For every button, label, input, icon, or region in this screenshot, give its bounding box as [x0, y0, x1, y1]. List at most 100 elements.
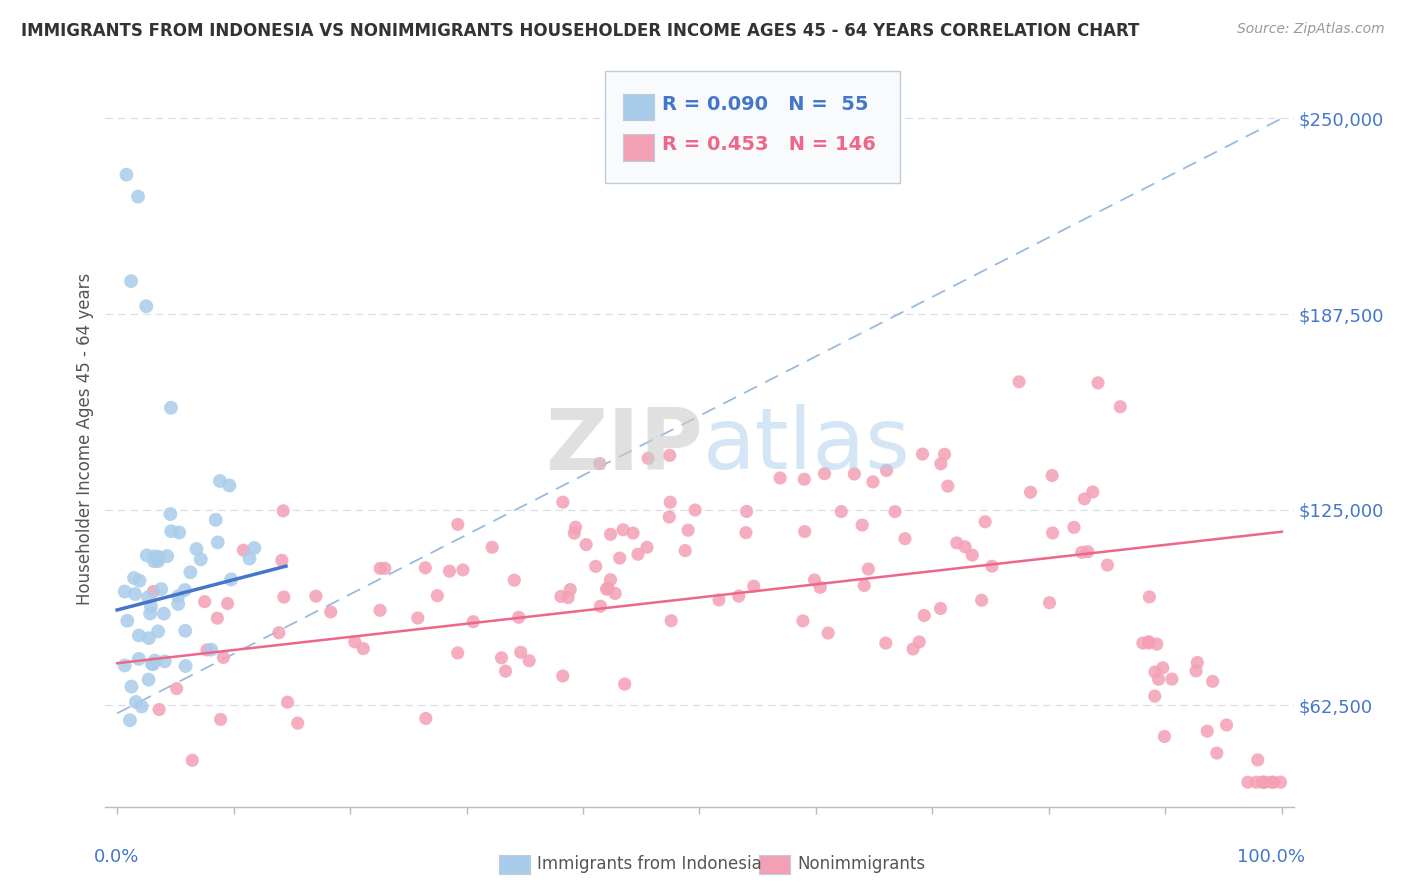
Point	[120, 680, 142, 694]
Point	[159, 507, 181, 521]
Point	[174, 582, 197, 597]
Point	[551, 495, 574, 509]
Point	[1008, 375, 1031, 389]
Point	[1073, 491, 1095, 506]
Point	[426, 589, 449, 603]
Point	[1019, 485, 1042, 500]
Point	[136, 591, 159, 605]
Text: IMMIGRANTS FROM INDONESIA VS NONIMMIGRANTS HOUSEHOLDER INCOME AGES 45 - 64 YEARS: IMMIGRANTS FROM INDONESIA VS NONIMMIGRAN…	[21, 22, 1139, 40]
Point	[1247, 753, 1270, 767]
Point	[143, 549, 166, 564]
Point	[209, 713, 232, 727]
Point	[166, 681, 188, 696]
Point	[875, 636, 897, 650]
Point	[817, 626, 839, 640]
Point	[1201, 674, 1223, 689]
Point	[562, 526, 585, 541]
Point	[1251, 775, 1274, 789]
Point	[352, 641, 374, 656]
Point	[1042, 525, 1064, 540]
Point	[463, 615, 485, 629]
Point	[181, 753, 204, 767]
Point	[148, 549, 170, 564]
Point	[1063, 520, 1085, 534]
Point	[271, 504, 294, 518]
Point	[190, 552, 212, 566]
Point	[135, 549, 157, 563]
Point	[884, 505, 907, 519]
Point	[208, 474, 231, 488]
Point	[813, 467, 835, 481]
Point	[179, 566, 201, 580]
Point	[273, 590, 295, 604]
Point	[117, 614, 139, 628]
Point	[146, 554, 169, 568]
Point	[219, 573, 242, 587]
Point	[596, 581, 619, 595]
Point	[415, 711, 437, 725]
Point	[792, 614, 814, 628]
Point	[167, 589, 190, 603]
Point	[160, 524, 183, 539]
Point	[627, 547, 650, 561]
Point	[277, 695, 299, 709]
Point	[962, 548, 984, 562]
Point	[156, 549, 179, 563]
Point	[124, 587, 146, 601]
Point	[343, 635, 366, 649]
Point	[853, 578, 876, 592]
Point	[981, 559, 1004, 574]
Point	[143, 654, 166, 668]
Point	[599, 527, 621, 541]
Point	[912, 608, 935, 623]
Point	[118, 713, 141, 727]
Point	[844, 467, 866, 481]
Point	[1070, 545, 1092, 559]
Point	[735, 525, 758, 540]
Point	[862, 475, 884, 489]
Point	[676, 523, 699, 537]
Point	[585, 559, 607, 574]
Point	[128, 574, 150, 588]
Point	[368, 561, 391, 575]
Point	[232, 543, 254, 558]
Point	[970, 593, 993, 607]
Point	[659, 614, 682, 628]
Point	[115, 168, 138, 182]
Text: 100.0%: 100.0%	[1237, 847, 1305, 866]
Point	[207, 611, 229, 625]
Point	[141, 657, 163, 671]
Point	[167, 525, 190, 540]
Point	[1185, 664, 1208, 678]
Point	[1237, 775, 1260, 789]
Point	[1137, 636, 1160, 650]
Point	[186, 542, 208, 557]
Point	[238, 551, 260, 566]
Point	[609, 551, 631, 566]
Point	[551, 669, 574, 683]
Point	[131, 699, 153, 714]
Point	[451, 563, 474, 577]
Point	[1081, 485, 1104, 500]
Point	[658, 510, 681, 524]
Point	[128, 652, 150, 666]
Point	[901, 642, 924, 657]
Y-axis label: Householder Income Ages 45 - 64 years: Householder Income Ages 45 - 64 years	[76, 273, 94, 606]
Point	[138, 631, 160, 645]
Point	[589, 599, 612, 614]
Text: ZIP: ZIP	[546, 404, 703, 488]
Point	[851, 518, 873, 533]
Point	[658, 448, 681, 462]
Point	[447, 517, 470, 532]
Point	[1139, 590, 1161, 604]
Point	[946, 536, 969, 550]
Point	[160, 401, 183, 415]
Point	[936, 479, 959, 493]
Point	[683, 503, 706, 517]
Point	[575, 538, 598, 552]
Text: Nonimmigrants: Nonimmigrants	[797, 855, 925, 873]
Point	[267, 625, 290, 640]
Point	[908, 635, 931, 649]
Point	[1261, 775, 1284, 789]
Text: R = 0.090   N =  55: R = 0.090 N = 55	[662, 95, 869, 114]
